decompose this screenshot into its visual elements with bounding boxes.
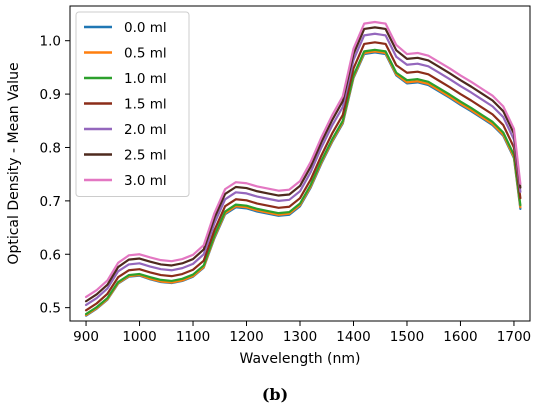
x-tick-label: 1400 xyxy=(336,329,370,345)
y-axis: 0.5 0.6 0.7 0.8 0.9 1.0 xyxy=(40,34,70,317)
legend-label-0: 0.0 ml xyxy=(124,20,167,36)
x-axis: 900 1000 1100 1200 1300 1400 1500 1600 1700 xyxy=(73,321,531,345)
y-tick-label: 0.5 xyxy=(40,301,61,317)
series-layer xyxy=(84,20,522,317)
legend-frame xyxy=(75,11,190,197)
legend-label-1: 0.5 ml xyxy=(124,46,167,62)
legend: 0.0 ml 0.5 ml 1.0 ml 1.5 ml 2.0 ml 2.5 ml 3.0 … xyxy=(75,11,190,197)
series-line-5 xyxy=(84,26,522,303)
legend-label-4: 2.0 ml xyxy=(124,122,167,138)
x-tick-label: 1600 xyxy=(443,329,477,345)
series-line-3 xyxy=(84,41,522,312)
y-tick-label: 0.9 xyxy=(40,87,61,103)
figure-caption: (b) xyxy=(262,385,288,404)
y-tick-label: 0.8 xyxy=(40,140,61,156)
series-line-2 xyxy=(84,48,522,316)
x-tick-label: 1000 xyxy=(122,329,156,345)
x-axis-label: Wavelength (nm) xyxy=(240,351,361,367)
x-tick-label: 1500 xyxy=(390,329,424,345)
y-tick-label: 0.6 xyxy=(40,247,61,263)
x-tick-label: 900 xyxy=(73,329,99,345)
y-tick-label: 1.0 xyxy=(40,34,61,50)
legend-label-5: 2.5 ml xyxy=(124,148,167,164)
legend-label-6: 3.0 ml xyxy=(124,173,167,189)
legend-label-3: 1.5 ml xyxy=(124,97,167,113)
x-tick-label: 1300 xyxy=(283,329,317,345)
x-tick-label: 1200 xyxy=(229,329,263,345)
series-line-6 xyxy=(84,20,522,299)
series-line-4 xyxy=(84,32,522,307)
y-axis-label: Optical Density - Mean Value xyxy=(6,62,22,264)
legend-label-2: 1.0 ml xyxy=(124,71,167,87)
x-tick-label: 1100 xyxy=(176,329,210,345)
y-tick-label: 0.7 xyxy=(40,194,61,210)
x-tick-label: 1700 xyxy=(497,329,531,345)
